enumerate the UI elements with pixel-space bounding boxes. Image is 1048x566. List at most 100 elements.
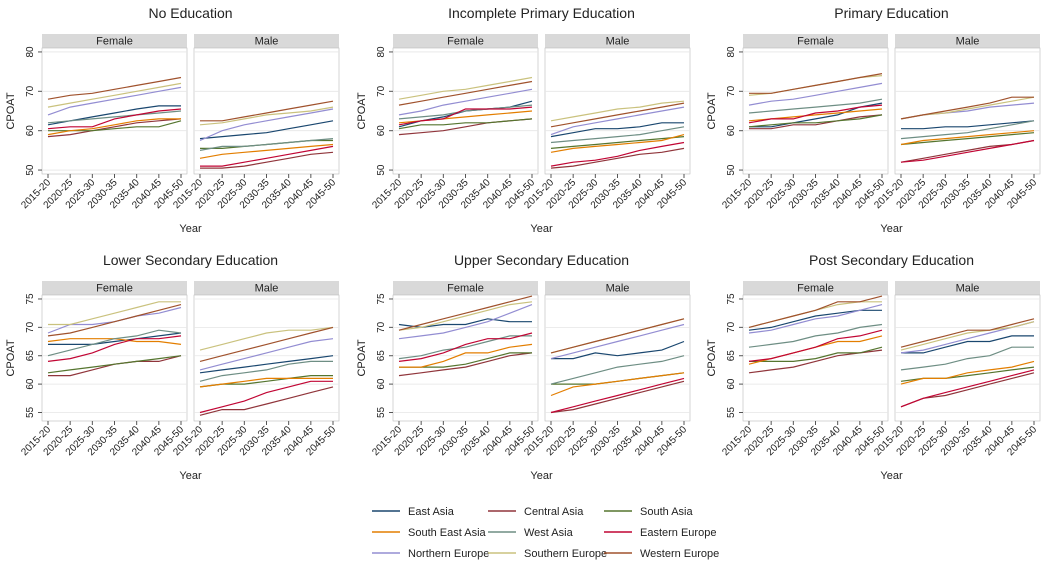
- y-tick-label: 80: [376, 46, 387, 58]
- facet-header: [194, 34, 339, 48]
- series-line: [901, 335, 1034, 354]
- legend-label: Central Asia: [524, 506, 584, 518]
- y-tick-label: 70: [25, 85, 36, 97]
- panel-title: No Education: [148, 5, 232, 21]
- facet-label: Female: [797, 283, 834, 295]
- series-line: [900, 120, 1035, 140]
- series-line: [48, 332, 182, 345]
- y-tick-label: 65: [376, 350, 387, 362]
- series-line: [199, 380, 333, 414]
- facet-label: Male: [956, 36, 980, 48]
- facet-label: Female: [447, 283, 484, 295]
- facet-label: Female: [96, 283, 133, 295]
- y-tick-label: 70: [726, 321, 737, 333]
- series-line: [47, 110, 182, 124]
- legend-label: East Asia: [408, 506, 455, 518]
- facet-label: Male: [956, 283, 980, 295]
- series-line: [199, 355, 334, 374]
- x-axis-label: Year: [179, 223, 202, 235]
- series-line: [47, 86, 182, 116]
- y-axis-label: CPOAT: [5, 92, 17, 129]
- series-line: [199, 138, 334, 151]
- series-line: [900, 321, 1035, 351]
- series-line: [748, 114, 883, 128]
- y-tick-label: 70: [376, 85, 387, 97]
- series-line: [550, 318, 685, 354]
- series-line: [748, 323, 883, 348]
- series-line: [749, 114, 883, 130]
- series-line: [199, 326, 334, 362]
- series-line: [199, 326, 334, 351]
- y-tick-label: 75: [25, 293, 36, 305]
- y-axis-label: CPOAT: [706, 339, 718, 376]
- series-line: [199, 377, 333, 388]
- series-line: [398, 76, 533, 100]
- series-line: [749, 73, 883, 94]
- y-tick-label: 60: [25, 378, 36, 390]
- facet-header: [42, 281, 187, 295]
- y-tick-label: 70: [726, 85, 737, 97]
- series-line: [550, 102, 685, 128]
- series-line: [398, 301, 533, 331]
- facet-header: [895, 281, 1040, 295]
- legend-label: South Asia: [640, 506, 693, 518]
- y-tick-label: 60: [25, 125, 36, 137]
- plot-area: [392, 294, 539, 422]
- facet-label: Female: [447, 36, 484, 48]
- facet-header: [545, 34, 690, 48]
- legend-label: Southern Europe: [524, 548, 607, 560]
- series-line: [550, 377, 685, 414]
- x-axis-label: Year: [880, 470, 903, 482]
- series-line: [900, 130, 1035, 146]
- series-line: [398, 118, 533, 130]
- series-line: [550, 141, 685, 167]
- y-tick-label: 70: [376, 321, 387, 333]
- series-line: [398, 88, 533, 116]
- y-tick-label: 75: [376, 293, 387, 305]
- series-line: [550, 136, 685, 149]
- series-line: [900, 360, 1035, 385]
- series-line: [398, 295, 533, 331]
- series-line: [199, 143, 334, 159]
- y-tick-label: 70: [25, 321, 36, 333]
- series-line: [199, 360, 333, 382]
- y-tick-label: 50: [726, 164, 737, 176]
- series-line: [200, 151, 334, 169]
- series-line: [550, 323, 685, 360]
- series-line: [399, 343, 533, 368]
- series-line: [48, 301, 181, 326]
- legend-label: Western Europe: [640, 548, 719, 560]
- series-line: [398, 304, 533, 340]
- y-tick-label: 60: [376, 125, 387, 137]
- series-line: [550, 126, 685, 144]
- facet-header: [895, 34, 1040, 48]
- legend-label: West Asia: [524, 527, 574, 539]
- series-line: [748, 104, 883, 124]
- facet-header: [393, 34, 538, 48]
- series-line: [398, 104, 533, 120]
- series-line: [398, 332, 533, 362]
- y-tick-label: 60: [726, 125, 737, 137]
- facet-header: [42, 34, 187, 48]
- series-line: [900, 96, 1034, 120]
- facet-label: Female: [96, 36, 133, 48]
- y-tick-label: 50: [376, 164, 387, 176]
- y-axis-label: CPOAT: [356, 92, 368, 129]
- y-tick-label: 50: [25, 164, 36, 176]
- facet-header: [545, 281, 690, 295]
- plot-area: [193, 47, 340, 175]
- facet-label: Male: [255, 283, 279, 295]
- panel-title: Incomplete Primary Education: [448, 5, 635, 21]
- y-tick-label: 60: [376, 378, 387, 390]
- series-line: [47, 108, 182, 130]
- series-line: [550, 380, 685, 414]
- y-axis-label: CPOAT: [356, 339, 368, 376]
- y-tick-label: 75: [726, 293, 737, 305]
- y-tick-label: 65: [726, 350, 737, 362]
- series-line: [47, 76, 182, 100]
- series-line: [550, 372, 685, 397]
- series-line: [199, 386, 334, 416]
- series-line: [749, 346, 883, 362]
- y-tick-label: 55: [726, 406, 737, 418]
